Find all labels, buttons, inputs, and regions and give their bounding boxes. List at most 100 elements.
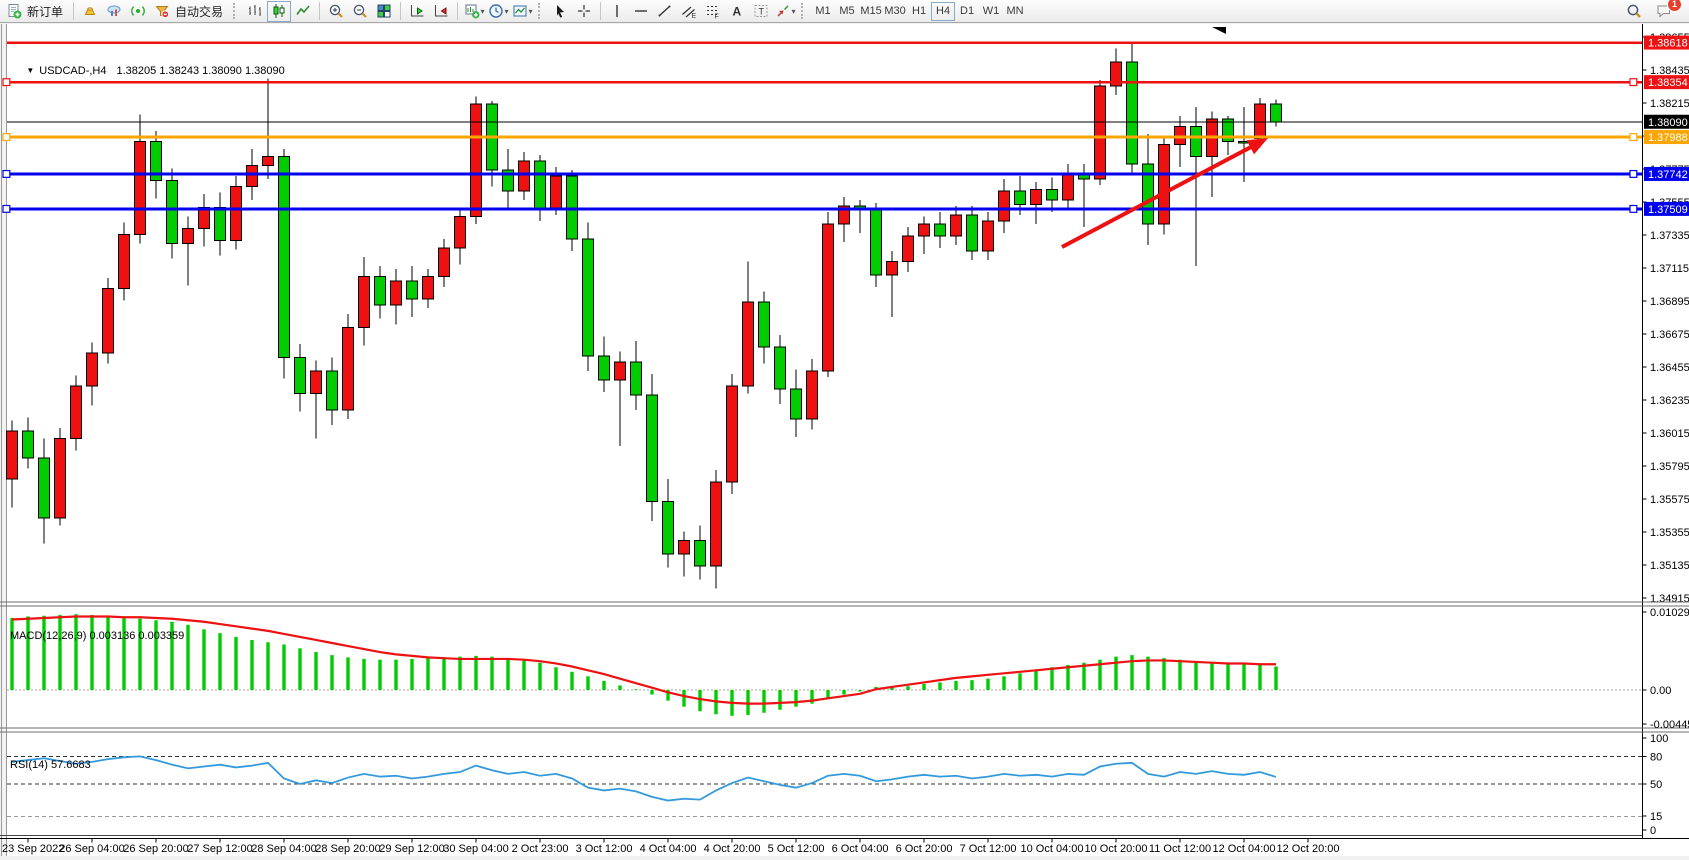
- auto-trading-button[interactable]: [150, 1, 174, 22]
- chart-shift-marker: [1212, 27, 1226, 34]
- timeframe-M15[interactable]: M15: [859, 2, 883, 21]
- line-chart-icon: [295, 3, 311, 19]
- macd-indicator-label: MACD(12,26,9) 0.003136 0.003359: [10, 630, 185, 642]
- macd-bar: [202, 629, 206, 690]
- bar-chart-button[interactable]: [243, 1, 267, 22]
- macd-bar: [330, 655, 334, 690]
- candlestick-button[interactable]: [267, 0, 292, 22]
- macd-bar: [762, 690, 766, 713]
- timeframe-D1[interactable]: D1: [955, 2, 979, 21]
- price-tick-label: 1.38435: [1650, 65, 1689, 77]
- cloud-chart-button[interactable]: [102, 1, 126, 22]
- timeframe-M1[interactable]: M1: [811, 2, 835, 21]
- equidistant-channel-button[interactable]: E: [677, 1, 701, 22]
- chart-shift-button[interactable]: [429, 1, 453, 22]
- zoom-in-button[interactable]: [324, 1, 348, 22]
- candle-body: [230, 185, 242, 241]
- auto-scroll-button[interactable]: [405, 1, 429, 22]
- line-handle: [1629, 133, 1638, 142]
- macd-bar: [1114, 656, 1118, 690]
- tile-windows-button[interactable]: [372, 1, 396, 22]
- macd-signal-line: [11, 615, 1276, 705]
- chart-title[interactable]: ▼ USDCAD-,H4 1.38205 1.38243 1.38090 1.380…: [8, 53, 284, 89]
- horizontal-lines[interactable]: [2, 41, 1643, 213]
- cursor-button[interactable]: [548, 1, 572, 22]
- price-line-badge-text: 1.37988: [1648, 132, 1688, 144]
- macd-bar: [650, 690, 654, 695]
- line-chart-button[interactable]: [291, 1, 315, 22]
- gold-ingot-button[interactable]: [78, 1, 102, 22]
- template-icon: [512, 3, 528, 19]
- svg-text:E: E: [692, 13, 697, 19]
- macd-bar: [1098, 659, 1102, 690]
- candle-body: [1110, 61, 1122, 87]
- text-button[interactable]: A: [725, 1, 749, 22]
- candlestick-icon: [271, 3, 287, 19]
- timeframe-M30[interactable]: M30: [883, 2, 907, 21]
- timeframe-MN[interactable]: MN: [1003, 2, 1027, 21]
- crosshair-button[interactable]: [572, 1, 596, 22]
- time-tick-label: 26 Sep 20:00: [123, 843, 188, 855]
- toolbar-drag-handle[interactable]: [233, 3, 238, 19]
- price-tick-label: 1.35135: [1650, 560, 1689, 572]
- vertical-line-button[interactable]: [605, 1, 629, 22]
- timeframe-H1[interactable]: H1: [907, 2, 931, 21]
- macd-bar: [394, 659, 398, 690]
- zoom-out-button[interactable]: [348, 1, 372, 22]
- candle-body: [790, 388, 802, 420]
- macd-bar: [586, 676, 590, 690]
- search-button[interactable]: [1622, 1, 1646, 22]
- dropdown-caret-icon[interactable]: ▾: [480, 6, 485, 16]
- toolbar-drag-handle[interactable]: [801, 3, 806, 19]
- toolbar-drag-handle[interactable]: [538, 3, 543, 19]
- macd-bar: [858, 690, 862, 692]
- trend-arrow: [1061, 138, 1268, 249]
- timeframe-M5[interactable]: M5: [835, 2, 859, 21]
- template-button[interactable]: ▾: [510, 1, 534, 22]
- line-handle: [1629, 78, 1638, 87]
- macd-bar: [1178, 659, 1182, 690]
- candle-body: [982, 220, 994, 252]
- arrows-button[interactable]: ▾: [773, 1, 797, 22]
- signal-icon: [130, 3, 146, 19]
- trendline-button[interactable]: [653, 1, 677, 22]
- macd-bar: [58, 614, 62, 690]
- timeframe-W1[interactable]: W1: [979, 2, 1003, 21]
- horizontal-line-button[interactable]: [629, 1, 653, 22]
- macd-bar: [602, 680, 606, 690]
- new-chart-button[interactable]: ▾: [462, 1, 486, 22]
- dropdown-caret-icon[interactable]: ▾: [528, 6, 533, 16]
- fibonacci-button[interactable]: F: [701, 1, 725, 22]
- text-label-button[interactable]: T: [749, 1, 773, 22]
- candle-body: [742, 301, 754, 387]
- macd-bar: [1194, 661, 1198, 690]
- price-line-badge-text: 1.38618: [1648, 38, 1688, 50]
- collapse-triangle-icon[interactable]: ▼: [26, 66, 35, 75]
- timeframe-H4[interactable]: H4: [931, 1, 956, 21]
- price-line-badge: [1644, 201, 1689, 216]
- candlesticks[interactable]: [6, 42, 1282, 589]
- dropdown-caret-icon[interactable]: ▾: [791, 6, 796, 16]
- signal-button[interactable]: [126, 1, 150, 22]
- new-order-button[interactable]: [2, 1, 26, 22]
- chat-button[interactable]: 1: [1652, 0, 1682, 22]
- chart-canvas[interactable]: 1.386551.384351.382151.379951.377751.375…: [0, 24, 1689, 860]
- zoom-out-icon: [352, 3, 368, 19]
- time-tick-label: 2 Oct 23:00: [512, 843, 569, 855]
- time-tick-label: 5 Oct 12:00: [768, 843, 825, 855]
- macd-bar: [970, 680, 974, 690]
- toolbar-right-group: 1: [1619, 0, 1682, 22]
- macd-bar: [634, 689, 638, 690]
- candle-body: [1270, 103, 1282, 123]
- period-button[interactable]: ▾: [486, 1, 510, 22]
- time-tick-label: 3 Oct 12:00: [576, 843, 633, 855]
- candle-body: [1254, 103, 1266, 139]
- dropdown-caret-icon[interactable]: ▾: [504, 6, 509, 16]
- candle-body: [1126, 61, 1138, 165]
- macd-bar: [1162, 658, 1166, 690]
- candle-body: [150, 140, 162, 181]
- candle-body: [646, 394, 658, 502]
- price-line-badge-text: 1.38090: [1648, 117, 1688, 129]
- macd-axis-label: -0.004453: [1650, 719, 1689, 731]
